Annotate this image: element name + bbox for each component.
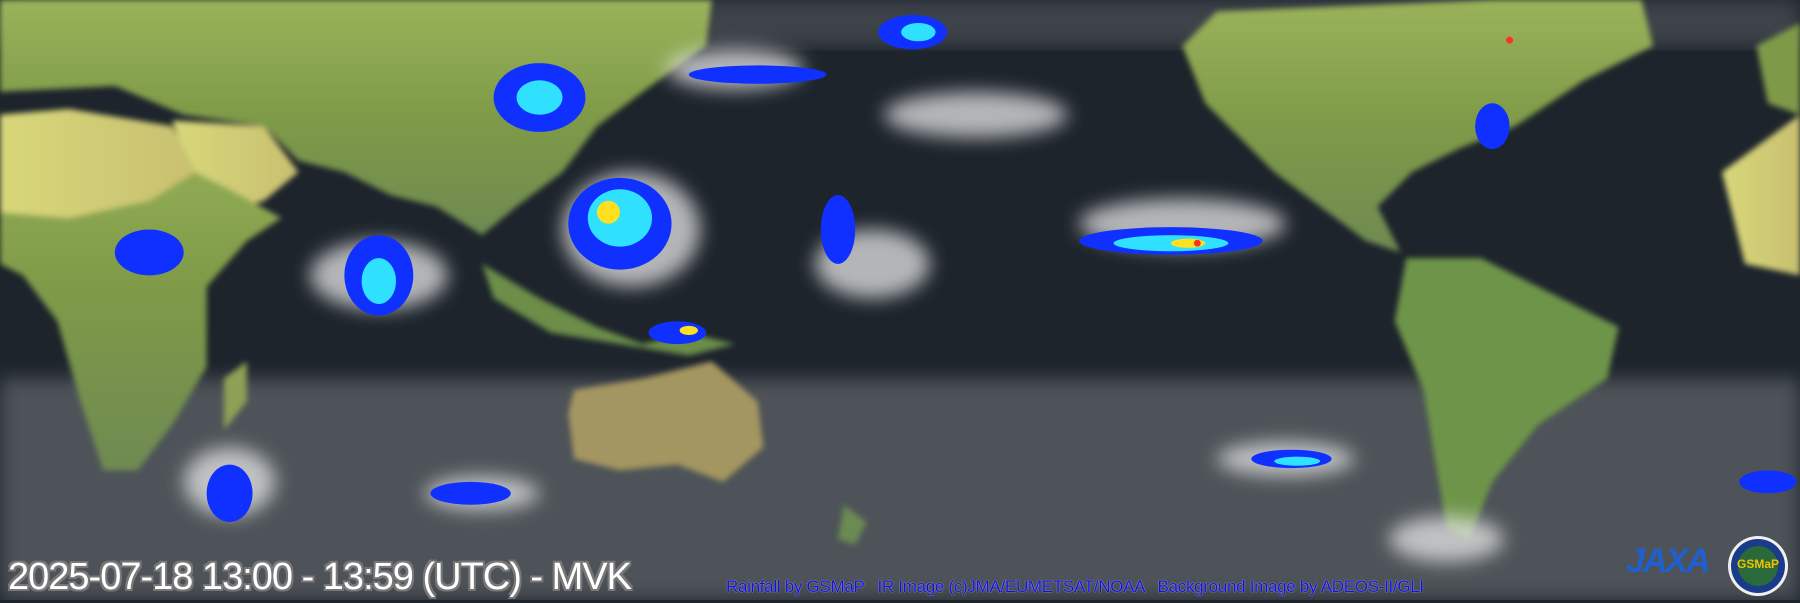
australia	[568, 361, 764, 482]
observation-timestamp: 2025-07-18 13:00 - 13:59 (UTC) - MVK	[8, 556, 632, 598]
jaxa-logo-text: JAXA	[1626, 542, 1711, 580]
data-credits: Rainfall by GSMaP IR Image (c)JMA/EUMETS…	[726, 577, 1424, 596]
gsmap-logo: GSMaP	[1722, 534, 1794, 598]
africa-west	[1721, 114, 1800, 276]
europe-west	[1756, 22, 1800, 115]
north-america	[1182, 0, 1654, 253]
rainfall-cells	[114, 14, 1797, 522]
madagascar	[223, 361, 247, 431]
gsmap-globe-icon	[1728, 536, 1788, 596]
gsmap-logo-text: GSMaP	[1736, 557, 1779, 571]
jaxa-logo: JAXA	[1612, 538, 1712, 596]
eurasia	[0, 0, 712, 236]
sahara	[0, 108, 196, 218]
continents	[0, 0, 1800, 545]
south-america	[1394, 258, 1619, 540]
new-zealand	[838, 504, 867, 545]
indonesia	[482, 263, 735, 356]
arabia-desert	[172, 120, 299, 213]
